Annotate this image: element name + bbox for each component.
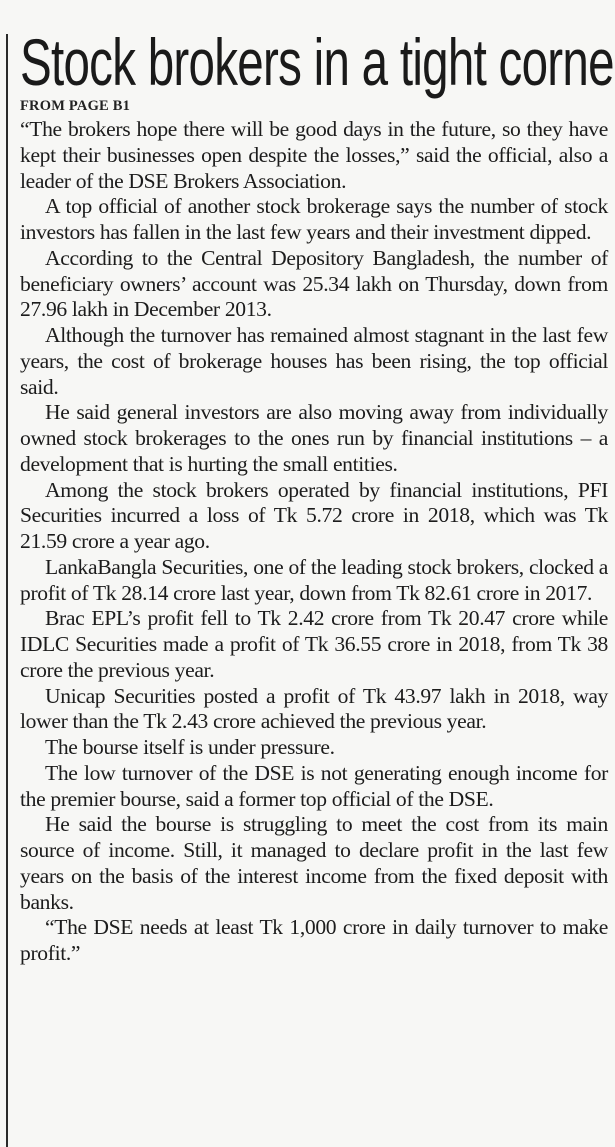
paragraph: “The brokers hope there will be good day… xyxy=(20,117,608,193)
paragraph: Brac EPL’s profit fell to Tk 2.42 crore … xyxy=(20,606,608,682)
article-column: Stock brokers in a tight corner FROM PAG… xyxy=(20,25,615,967)
paragraph: LankaBangla Securities, one of the leadi… xyxy=(20,554,608,605)
paragraph: The low turnover of the DSE is not gener… xyxy=(20,760,608,811)
paragraph: A top official of another stock brokerag… xyxy=(20,194,608,244)
paragraph: The bourse itself is under pressure. xyxy=(45,735,335,759)
paragraph: “The DSE needs at least Tk 1,000 crore i… xyxy=(20,915,608,965)
paragraph: Unicap Securities posted a profit of Tk … xyxy=(20,683,608,734)
paragraph: He said the bourse is struggling to meet… xyxy=(20,812,608,914)
article-body: “The brokers hope there will be good day… xyxy=(20,117,608,967)
column-rule xyxy=(6,34,8,1147)
paragraph: According to the Central Depository Bang… xyxy=(20,245,608,322)
paragraph: Although the turnover has remained almos… xyxy=(20,323,608,399)
paragraph: Among the stock brokers operated by fina… xyxy=(20,477,608,554)
jump-line: FROM PAGE B1 xyxy=(20,98,131,114)
headline: Stock brokers in a tight corner xyxy=(20,25,615,99)
paragraph: He said general investors are also movin… xyxy=(20,400,608,476)
